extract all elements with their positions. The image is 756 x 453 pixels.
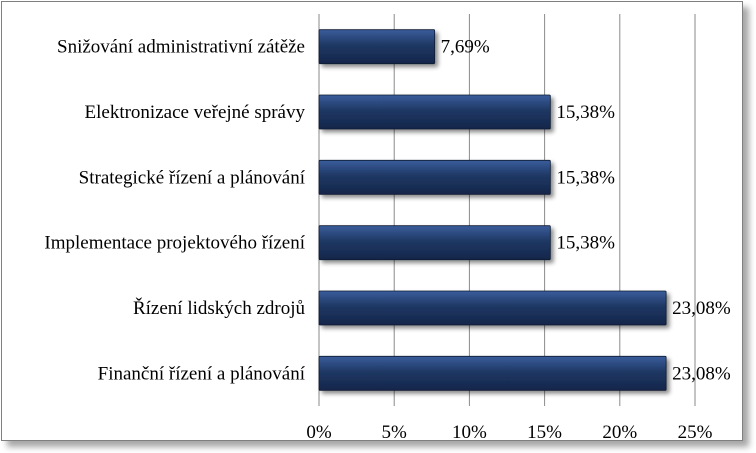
data-label: 15,38% <box>556 102 615 123</box>
data-label: 15,38% <box>556 167 615 188</box>
data-label: 7,69% <box>441 37 490 58</box>
bar <box>318 29 436 65</box>
gridlines <box>318 14 696 406</box>
data-label: 23,08% <box>672 363 731 384</box>
bar <box>318 159 551 195</box>
bar <box>318 355 667 391</box>
bars <box>318 29 667 391</box>
category-label: Finanční řízení a plánování <box>98 363 306 384</box>
x-tick-label: 15% <box>527 422 562 443</box>
x-tick-label: 0% <box>306 422 332 443</box>
x-tick-label: 20% <box>602 422 637 443</box>
bar <box>318 225 551 261</box>
category-label: Strategické řízení a plánování <box>79 167 306 188</box>
data-label: 15,38% <box>556 233 615 254</box>
labels: 0% 5% 10% 15% 20% 25% Snižování administrativn… <box>44 37 730 443</box>
category-label: Snižování administrativní zátěže <box>57 37 305 58</box>
bar <box>318 94 551 130</box>
category-label: Elektronizace veřejné správy <box>85 102 306 123</box>
data-label: 23,08% <box>672 298 731 319</box>
x-tick-label: 5% <box>382 422 408 443</box>
bar <box>318 290 667 326</box>
x-tick-label: 25% <box>678 422 713 443</box>
x-tick-label: 10% <box>452 422 487 443</box>
category-label: Implementace projektového řízení <box>44 233 305 254</box>
category-label: Řízení lidských zdrojů <box>133 297 306 319</box>
